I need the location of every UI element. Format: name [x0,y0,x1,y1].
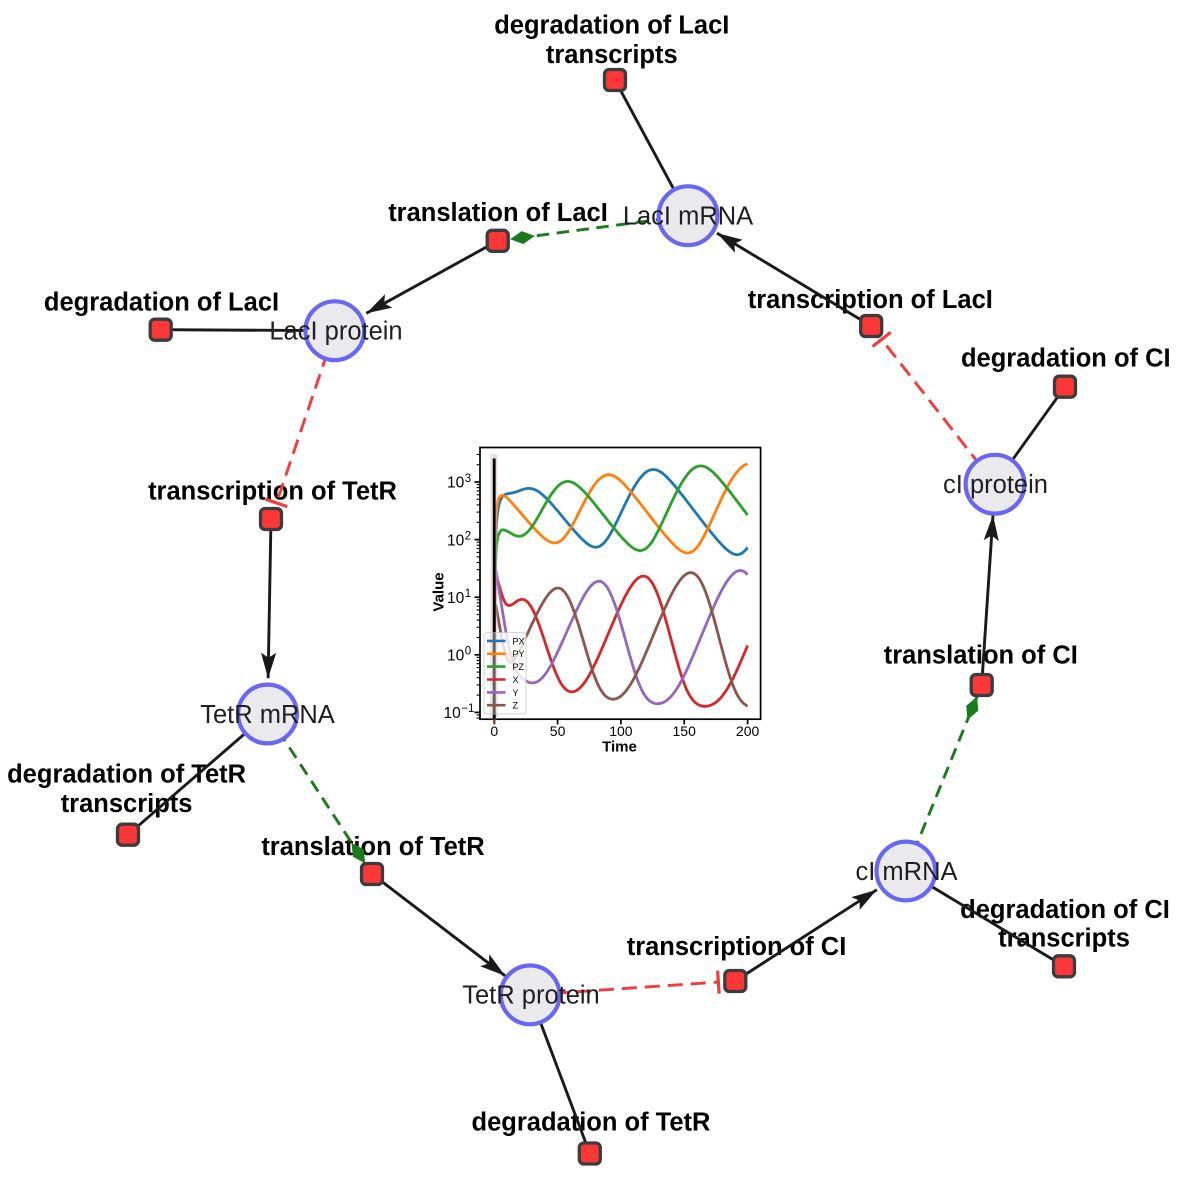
svg-text:degradation of LacI: degradation of LacI [494,12,729,40]
svg-text:degradation of LacI: degradation of LacI [44,288,279,316]
svg-text:10: 10 [447,532,465,549]
svg-text:10: 10 [447,648,465,665]
svg-text:1: 1 [465,588,471,600]
svg-text:Y: Y [513,688,519,698]
svg-text:Time: Time [602,739,637,756]
svg-text:10: 10 [447,590,465,607]
svg-text:−1: −1 [461,703,474,715]
svg-text:X: X [513,675,519,685]
svg-text:translation of LacI: translation of LacI [388,199,608,227]
svg-text:10: 10 [444,705,462,722]
svg-text:translation of TetR: translation of TetR [261,833,484,861]
svg-text:transcription of LacI: transcription of LacI [748,286,993,314]
svg-text:cI protein: cI protein [943,471,1048,499]
svg-text:degradation of TetR: degradation of TetR [472,1108,711,1136]
svg-text:Value: Value [431,572,448,611]
svg-text:PZ: PZ [513,662,525,672]
svg-text:PY: PY [513,649,525,659]
svg-text:transcripts: transcripts [546,41,678,69]
svg-text:degradation of CI: degradation of CI [961,345,1171,373]
svg-text:transcripts: transcripts [61,790,193,818]
svg-text:3: 3 [465,473,471,485]
svg-text:50: 50 [550,723,566,739]
svg-text:150: 150 [673,723,697,739]
svg-text:0: 0 [490,723,498,739]
svg-text:translation of CI: translation of CI [884,641,1078,669]
svg-text:TetR mRNA: TetR mRNA [200,701,335,729]
svg-text:Z: Z [513,701,519,711]
svg-text:2: 2 [465,530,471,542]
svg-text:LacI protein: LacI protein [269,317,402,345]
svg-text:200: 200 [736,723,760,739]
svg-text:0: 0 [465,646,471,658]
svg-text:degradation of CI: degradation of CI [960,896,1170,924]
svg-text:cI mRNA: cI mRNA [856,858,958,886]
svg-text:PX: PX [513,636,525,646]
svg-text:LacI mRNA: LacI mRNA [623,203,753,231]
svg-text:10: 10 [447,475,465,492]
svg-text:100: 100 [609,723,633,739]
svg-text:TetR protein: TetR protein [462,982,600,1010]
svg-text:transcription of CI: transcription of CI [627,933,847,961]
